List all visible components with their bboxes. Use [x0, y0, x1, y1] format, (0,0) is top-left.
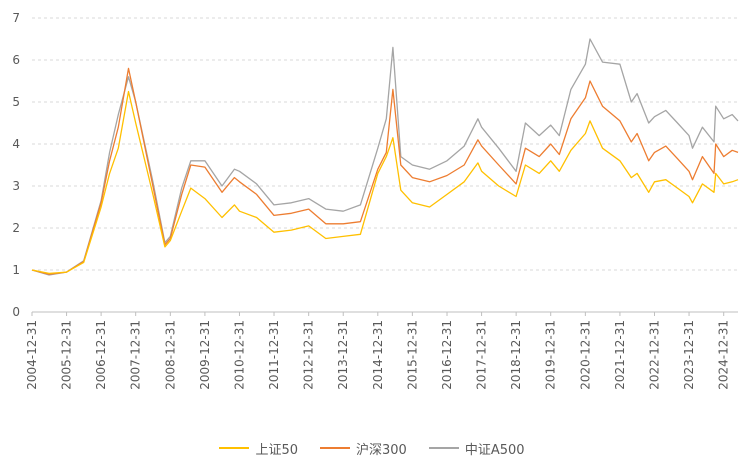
x-tick-label-4: 2008-12-31 [163, 320, 177, 390]
x-tick-label-14: 2018-12-31 [509, 320, 523, 390]
x-tick-label-17: 2021-12-31 [613, 320, 627, 390]
x-tick-label-5: 2009-12-31 [198, 320, 212, 390]
x-tick-label-16: 2020-12-31 [578, 320, 592, 390]
x-tick-label-0: 2004-12-31 [25, 320, 39, 390]
x-axis-tick-labels: 2004-12-31 2005-12-31 2006-12-31 2007-12-31… [25, 320, 731, 390]
x-axis [31, 311, 738, 316]
legend-swatch-csi300 [320, 447, 350, 449]
legend-label-sse50: 上证50 [255, 442, 298, 458]
x-tick-label-20: 2024-12-31 [717, 320, 731, 390]
x-tick-label-1: 2005-12-31 [60, 320, 74, 390]
x-tick-label-18: 2022-12-31 [647, 320, 661, 390]
x-tick-label-8: 2012-12-31 [302, 320, 316, 390]
y-tick-label-1: 1 [12, 263, 20, 277]
y-tick-label-2: 2 [12, 221, 20, 235]
y-tick-label-0: 0 [12, 305, 20, 319]
y-axis-tick-labels: 0 1 2 3 4 5 6 7 [12, 11, 20, 319]
legend-item-sse50: 上证50 [219, 439, 298, 458]
gridlines [32, 17, 738, 271]
legend-label-csia500: 中证A500 [464, 442, 525, 458]
x-tick-label-7: 2011-12-31 [267, 320, 281, 390]
x-tick-label-12: 2016-12-31 [440, 320, 454, 390]
x-tick-label-2: 2006-12-31 [94, 320, 108, 390]
y-tick-label-3: 3 [12, 179, 20, 193]
series-line-0 [31, 90, 739, 275]
x-tick-label-6: 2010-12-31 [232, 320, 246, 390]
y-tick-label-5: 5 [12, 95, 20, 109]
x-tick-label-15: 2019-12-31 [544, 320, 558, 390]
legend-swatch-csia500 [428, 447, 459, 449]
legend-swatch-sse50 [219, 447, 250, 449]
legend-item-csia500: 中证A500 [428, 439, 525, 458]
x-tick-label-9: 2013-12-31 [336, 320, 350, 390]
y-tick-label-4: 4 [12, 137, 20, 151]
legend-item-csi300: 沪深300 [320, 439, 407, 458]
x-tick-label-10: 2014-12-31 [371, 320, 385, 390]
legend-label-csi300: 沪深300 [356, 442, 407, 458]
series-lines [31, 38, 739, 276]
y-tick-label-7: 7 [12, 11, 20, 25]
legend: 上证50 沪深300 中证A500 [0, 436, 744, 460]
x-tick-label-13: 2017-12-31 [475, 320, 489, 390]
y-tick-label-6: 6 [12, 53, 20, 67]
x-tick-label-3: 2007-12-31 [129, 320, 143, 390]
x-tick-label-11: 2015-12-31 [405, 320, 419, 390]
series-line-2 [31, 38, 739, 276]
series-line-1 [31, 67, 739, 275]
x-tick-label-19: 2023-12-31 [682, 320, 696, 390]
